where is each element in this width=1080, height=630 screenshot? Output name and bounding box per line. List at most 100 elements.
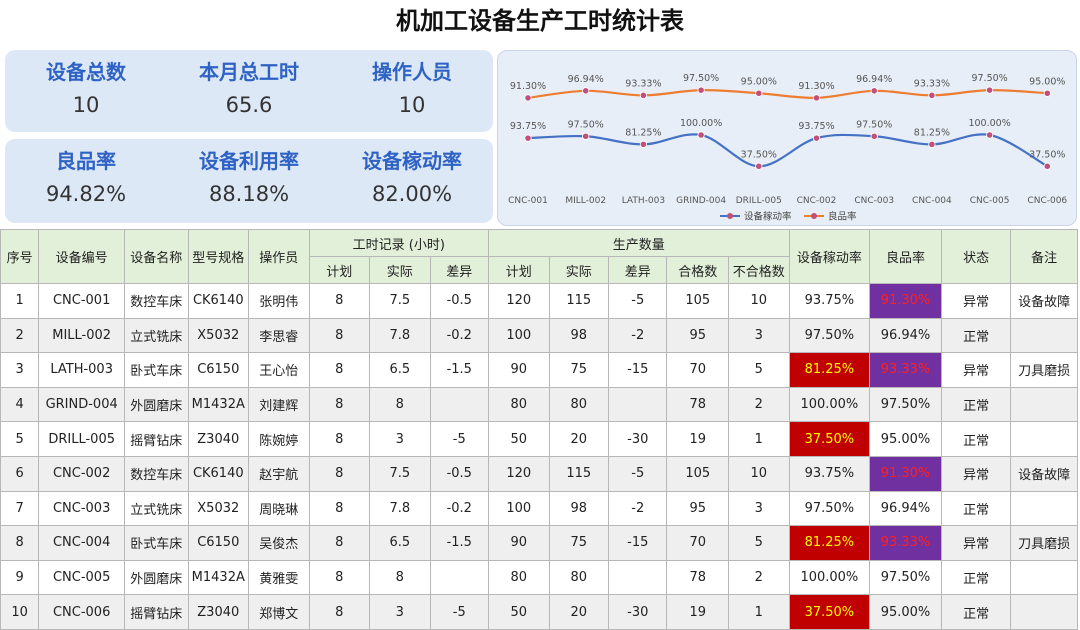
cell-p-plan: 100 <box>488 317 550 354</box>
cell-bad: 10 <box>727 283 790 319</box>
cell-code: CNC-002 <box>38 455 126 492</box>
cell-status: 异常 <box>940 352 1012 388</box>
data-label: 95.00% <box>1029 76 1065 87</box>
cell-h-actual: 7.5 <box>369 455 431 492</box>
data-point <box>928 91 936 99</box>
data-label: 37.50% <box>741 149 777 160</box>
cell-bad: 1 <box>727 594 790 630</box>
cell-h-diff <box>429 559 490 596</box>
cell-bad: 2 <box>727 559 790 596</box>
data-label: 97.50% <box>568 119 604 130</box>
cell-h-diff: -1.5 <box>429 525 490 561</box>
kpi-value: 88.18% <box>208 182 290 206</box>
cell-note: 刀具磨损 <box>1010 525 1078 561</box>
cell-name: 摇臂钻床 <box>124 594 189 630</box>
header-hours-plan: 计划 <box>308 256 371 284</box>
kpi-value: 65.6 <box>225 93 273 117</box>
series-line-1 <box>527 89 1048 99</box>
kpi-mobility: 设备稼动率 82.00% <box>331 147 493 209</box>
cell-h-diff: -1.5 <box>429 352 490 388</box>
header-operator: 操作员 <box>248 229 310 284</box>
cell-operator: 黄雅雯 <box>248 559 310 596</box>
table-row: 9 CNC-005 外圆磨床 M1432A 黄雅雯 8 8 80 80 78 2 100.00% 97.… <box>0 559 1078 596</box>
cell-good: 70 <box>666 352 729 388</box>
cell-h-diff: -0.5 <box>429 455 490 492</box>
data-point <box>1043 162 1051 170</box>
header-hours-actual: 实际 <box>369 256 431 284</box>
x-tick-label: CNC-002 <box>797 196 837 206</box>
table-row: 7 CNC-003 立式铣床 X5032 周晓琳 8 7.8 -0.2 100 98 -2 95 3 97… <box>0 490 1078 527</box>
kpi-panel-top: 设备总数 10 本月总工时 65.6 操作人员 10 <box>5 50 493 132</box>
cell-p-diff <box>607 386 668 423</box>
cell-name: 数控车床 <box>124 455 189 492</box>
cell-status: 正常 <box>940 386 1012 423</box>
header-name: 设备名称 <box>124 229 189 284</box>
cell-model: C6150 <box>187 352 250 388</box>
header-mobility: 设备稼动率 <box>788 229 871 284</box>
table-row: 10 CNC-006 摇臂钻床 Z3040 郑博文 8 3 -5 50 20 -30 19 1 37.50… <box>0 594 1078 630</box>
header-production-group: 生产数量 <box>488 229 790 257</box>
data-label: 93.33% <box>914 78 950 89</box>
cell-mobility: 37.50% <box>788 594 871 630</box>
cell-note <box>1010 490 1078 527</box>
cell-code: CNC-006 <box>38 594 126 630</box>
kpi-label: 设备总数 <box>46 60 126 84</box>
cell-yield: 97.50% <box>869 559 942 596</box>
cell-note <box>1010 559 1078 596</box>
data-label: 97.50% <box>971 73 1007 84</box>
cell-name: 外圆磨床 <box>124 559 189 596</box>
table-row: 3 LATH-003 卧式车床 C6150 王心怡 8 6.5 -1.5 90 75 -15 70 5 8… <box>0 352 1078 388</box>
cell-mobility: 100.00% <box>788 386 871 423</box>
data-label: 96.94% <box>568 74 604 85</box>
cell-status: 异常 <box>940 455 1012 492</box>
series-line-0 <box>527 133 1048 168</box>
cell-mobility: 97.50% <box>788 490 871 527</box>
cell-p-actual: 75 <box>548 525 610 561</box>
cell-p-plan: 80 <box>488 559 550 596</box>
cell-code: CNC-001 <box>38 283 126 319</box>
cell-status: 正常 <box>940 490 1012 527</box>
cell-p-diff: -5 <box>607 455 668 492</box>
header-prod-diff: 差异 <box>607 256 668 284</box>
cell-seq: 10 <box>0 594 40 630</box>
cell-model: Z3040 <box>187 421 250 457</box>
kpi-value: 82.00% <box>371 182 453 206</box>
legend-marker <box>727 213 733 219</box>
kpi-label: 设备稼动率 <box>362 149 462 173</box>
cell-p-diff: -30 <box>607 594 668 630</box>
cell-bad: 5 <box>727 525 790 561</box>
line-chart: 93.75% 97.50% 81.25% 100.00% 37.50% 93.75% 97.… <box>508 73 1067 223</box>
cell-mobility: 37.50% <box>788 421 871 457</box>
x-tick-label: DRILL-005 <box>736 196 782 206</box>
cell-operator: 周晓琳 <box>248 490 310 527</box>
cell-seq: 2 <box>0 317 40 354</box>
cell-mobility: 93.75% <box>788 455 871 492</box>
cell-model: CK6140 <box>187 455 250 492</box>
cell-yield: 96.94% <box>869 490 942 527</box>
data-table: 序号 设备编号 设备名称 型号规格 操作员 工时记录 (小时) 生产数量 设备稼… <box>0 229 1078 630</box>
data-point <box>985 86 994 94</box>
data-label: 93.75% <box>798 121 834 132</box>
data-point <box>582 87 590 95</box>
cell-status: 正常 <box>940 559 1012 596</box>
x-tick-label: CNC-001 <box>508 196 548 206</box>
header-hours-group: 工时记录 (小时) <box>308 229 490 257</box>
cell-p-actual: 20 <box>548 594 610 630</box>
cell-code: CNC-004 <box>38 525 126 561</box>
cell-status: 正常 <box>940 317 1012 354</box>
cell-p-diff: -2 <box>607 490 668 527</box>
cell-good: 95 <box>666 490 729 527</box>
legend-entry: 设备稼动率 <box>744 211 792 223</box>
data-point <box>870 87 878 95</box>
cell-name: 数控车床 <box>124 283 189 319</box>
cell-h-plan: 8 <box>308 490 371 527</box>
cell-note: 设备故障 <box>1010 455 1078 492</box>
cell-good: 19 <box>666 594 729 630</box>
cell-seq: 4 <box>0 386 40 423</box>
legend-entry: 良品率 <box>828 211 857 223</box>
cell-seq: 6 <box>0 455 40 492</box>
cell-code: GRIND-004 <box>38 386 126 423</box>
cell-model: M1432A <box>187 559 250 596</box>
data-point <box>639 91 647 99</box>
cell-mobility: 81.25% <box>788 525 871 561</box>
